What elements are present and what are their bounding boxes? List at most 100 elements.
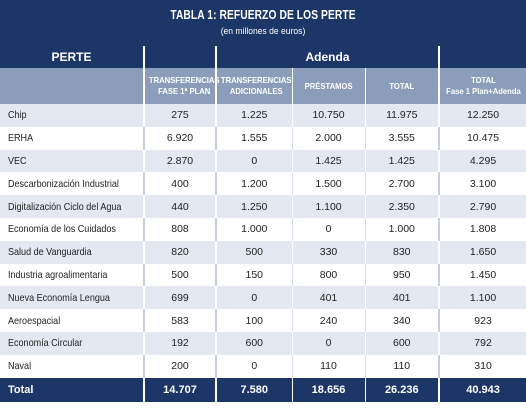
cell-transferencias-adicionales: 600 xyxy=(215,331,292,355)
total-label: Total xyxy=(0,377,144,402)
cell-perte-name: Industria agroalimentaria xyxy=(0,263,144,287)
cell-total-fase1-adenda: 10.475 xyxy=(438,126,526,150)
cell-prestamos: 0 xyxy=(291,331,365,355)
cell-prestamos: 10.750 xyxy=(291,104,365,127)
cell-total: 830 xyxy=(364,240,440,264)
cell-total-fase1-adenda: 4.295 xyxy=(438,149,526,173)
table-row: ERHA 6.920 1.555 2.000 3.555 10.475 xyxy=(0,126,526,150)
cell-transferencias-adicionales: 100 xyxy=(215,309,292,332)
cell-transferencias-fase1: 6.920 xyxy=(143,126,216,150)
cell-total: 110 xyxy=(364,354,440,378)
cell-total-fase1-adenda: 3.100 xyxy=(438,172,526,196)
cell-transferencias-adicionales: 1.225 xyxy=(215,104,292,127)
cell-total: 2.350 xyxy=(364,195,440,218)
header-transferencias-fase1: TRANSFERENCIAS FASE 1ª PLAN xyxy=(143,68,219,104)
header-spacer-right xyxy=(438,46,526,68)
cell-transferencias-adicionales: 1.250 xyxy=(215,195,292,218)
header-row-1: PERTE Adenda xyxy=(0,46,526,68)
total-cell-transferencias-adicionales: 7.580 xyxy=(215,377,292,402)
cell-total-fase1-adenda: 2.790 xyxy=(438,195,526,218)
cell-total-fase1-adenda: 792 xyxy=(438,331,526,355)
cell-total: 600 xyxy=(364,331,440,355)
table-row: Salud de Vanguardia 820 500 330 830 1.650 xyxy=(0,240,526,264)
total-cell-total: 26.236 xyxy=(364,377,440,402)
cell-prestamos: 240 xyxy=(291,309,365,332)
total-cell-transferencias-fase1: 14.707 xyxy=(143,377,216,402)
cell-transferencias-adicionales: 500 xyxy=(215,240,292,264)
cell-transferencias-fase1: 699 xyxy=(143,286,216,310)
cell-total-fase1-adenda: 1.808 xyxy=(438,217,526,241)
cell-transferencias-fase1: 2.870 xyxy=(143,149,216,173)
cell-transferencias-adicionales: 0 xyxy=(215,149,292,173)
cell-transferencias-fase1: 808 xyxy=(143,217,216,241)
cell-prestamos: 2.000 xyxy=(291,126,365,150)
cell-transferencias-fase1: 500 xyxy=(143,263,216,287)
cell-total: 3.555 xyxy=(364,126,440,150)
total-cell-total-fase1-adenda: 40.943 xyxy=(438,377,526,402)
cell-transferencias-fase1: 820 xyxy=(143,240,216,264)
cell-prestamos: 0 xyxy=(291,217,365,241)
cell-perte-name: Economía Circular xyxy=(0,331,144,355)
cell-total: 1.425 xyxy=(364,149,440,173)
cell-transferencias-fase1: 200 xyxy=(143,354,216,378)
header-adenda: Adenda xyxy=(214,46,440,68)
cell-perte-name: ERHA xyxy=(0,126,144,150)
table-row: Nueva Economía Lengua 699 0 401 401 1.100 xyxy=(0,286,526,310)
cell-total-fase1-adenda: 923 xyxy=(438,309,526,332)
table-row: Chip 275 1.225 10.750 11.975 12.250 xyxy=(0,104,526,127)
header-spacer xyxy=(143,46,216,68)
cell-perte-name: Aeroespacial xyxy=(0,309,144,332)
cell-total-fase1-adenda: 310 xyxy=(438,354,526,378)
cell-transferencias-adicionales: 1.000 xyxy=(215,217,292,241)
cell-transferencias-fase1: 275 xyxy=(143,104,216,127)
cell-total-fase1-adenda: 1.100 xyxy=(438,286,526,310)
table-subtitle: (en millones de euros) xyxy=(220,26,306,37)
cell-prestamos: 1.500 xyxy=(291,172,365,196)
cell-transferencias-fase1: 192 xyxy=(143,331,216,355)
table-row: Aeroespacial 583 100 240 340 923 xyxy=(0,309,526,332)
cell-transferencias-fase1: 400 xyxy=(143,172,216,196)
cell-perte-name: Chip xyxy=(0,104,144,127)
cell-perte-name: Descarbonización Industrial xyxy=(0,172,144,196)
cell-transferencias-adicionales: 1.200 xyxy=(215,172,292,196)
table-row: Descarbonización Industrial 400 1.200 1.500… xyxy=(0,172,526,196)
cell-perte-name: Naval xyxy=(0,354,144,378)
cell-perte-name: Salud de Vanguardia xyxy=(0,240,144,264)
table-row: Industria agroalimentaria 500 150 800 950 1.4… xyxy=(0,263,526,287)
header-perte: PERTE xyxy=(0,46,144,68)
total-cell-prestamos: 18.656 xyxy=(291,377,365,402)
table-row: Digitalización Ciclo del Agua 440 1.250 1.1… xyxy=(0,195,526,218)
cell-transferencias-adicionales: 1.555 xyxy=(215,126,292,150)
table-row: Economía de los Cuidados 808 1.000 0 1.000 1.… xyxy=(0,217,526,241)
header-total: TOTAL xyxy=(364,68,440,104)
cell-total: 2.700 xyxy=(364,172,440,196)
table-row: Economía Circular 192 600 0 600 792 xyxy=(0,331,526,355)
table-title-bar: TABLA 1: REFUERZO DE LOS PERTE (en millo… xyxy=(0,0,526,46)
header-row-2: TRANSFERENCIAS FASE 1ª PLAN TRANSFERENCIA… xyxy=(0,68,526,104)
cell-transferencias-fase1: 583 xyxy=(143,309,216,332)
header-prestamos: PRÉSTAMOS xyxy=(291,68,365,104)
cell-prestamos: 401 xyxy=(291,286,365,310)
table-row: VEC 2.870 0 1.425 1.425 4.295 xyxy=(0,149,526,173)
cell-perte-name: Economía de los Cuidados xyxy=(0,217,144,241)
cell-perte-name: Digitalización Ciclo del Agua xyxy=(0,195,144,218)
cell-perte-name: Nueva Economía Lengua xyxy=(0,286,144,310)
perte-table: PERTE Adenda TRANSFERENCIAS FASE 1ª PLAN … xyxy=(0,46,526,402)
cell-prestamos: 330 xyxy=(291,240,365,264)
cell-transferencias-adicionales: 0 xyxy=(215,286,292,310)
cell-total: 1.000 xyxy=(364,217,440,241)
cell-total-fase1-adenda: 12.250 xyxy=(438,104,526,127)
cell-perte-name: VEC xyxy=(0,149,144,173)
cell-prestamos: 110 xyxy=(291,354,365,378)
cell-total: 11.975 xyxy=(364,104,440,127)
cell-transferencias-adicionales: 0 xyxy=(215,354,292,378)
cell-total: 401 xyxy=(364,286,440,310)
cell-total-fase1-adenda: 1.450 xyxy=(438,263,526,287)
cell-transferencias-adicionales: 150 xyxy=(215,263,292,287)
table-title: TABLA 1: REFUERZO DE LOS PERTE xyxy=(170,8,356,22)
header-transferencias-adicionales: TRANSFERENCIAS ADICIONALES xyxy=(215,68,292,104)
header-total-fase1-adenda: TOTAL Fase 1 Plan+Adenda xyxy=(438,68,526,104)
cell-total: 340 xyxy=(364,309,440,332)
